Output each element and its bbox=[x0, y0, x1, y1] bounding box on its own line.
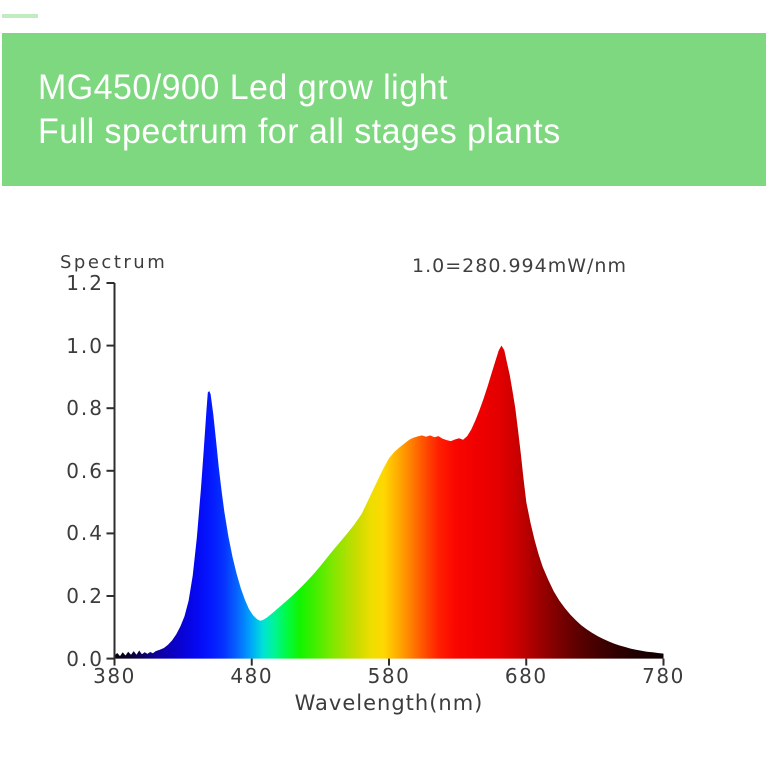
title-banner: MG450/900 Led grow light Full spectrum f… bbox=[2, 33, 766, 186]
banner-title-line2: Full spectrum for all stages plants bbox=[38, 112, 561, 151]
scale-annotation: 1.0=280.994mW/nm bbox=[412, 255, 627, 277]
x-axis-title: Wavelength(nm) bbox=[294, 691, 484, 715]
x-tick-label: 780 bbox=[642, 664, 685, 688]
y-tick-label: 0.4 bbox=[66, 521, 104, 546]
spectrum-area-fill bbox=[114, 345, 664, 659]
y-axis-title: Spectrum bbox=[60, 252, 168, 273]
banner-title-line1: MG450/900 Led grow light bbox=[38, 68, 448, 107]
y-tick-label: 0.8 bbox=[66, 396, 104, 421]
y-tick-label: 0.0 bbox=[66, 646, 104, 671]
y-tick-label: 0.2 bbox=[66, 584, 104, 608]
y-tick-label: 1.2 bbox=[66, 271, 104, 295]
x-tick-label: 380 bbox=[93, 664, 136, 688]
corner-dash-decoration bbox=[2, 14, 38, 18]
x-tick-label: 580 bbox=[367, 664, 411, 688]
x-tick-label: 480 bbox=[230, 664, 274, 688]
x-tick-label: 680 bbox=[504, 664, 548, 688]
chart-axes bbox=[106, 282, 665, 666]
y-tick-label: 0.6 bbox=[66, 458, 104, 483]
y-tick-label: 1.0 bbox=[66, 333, 104, 358]
